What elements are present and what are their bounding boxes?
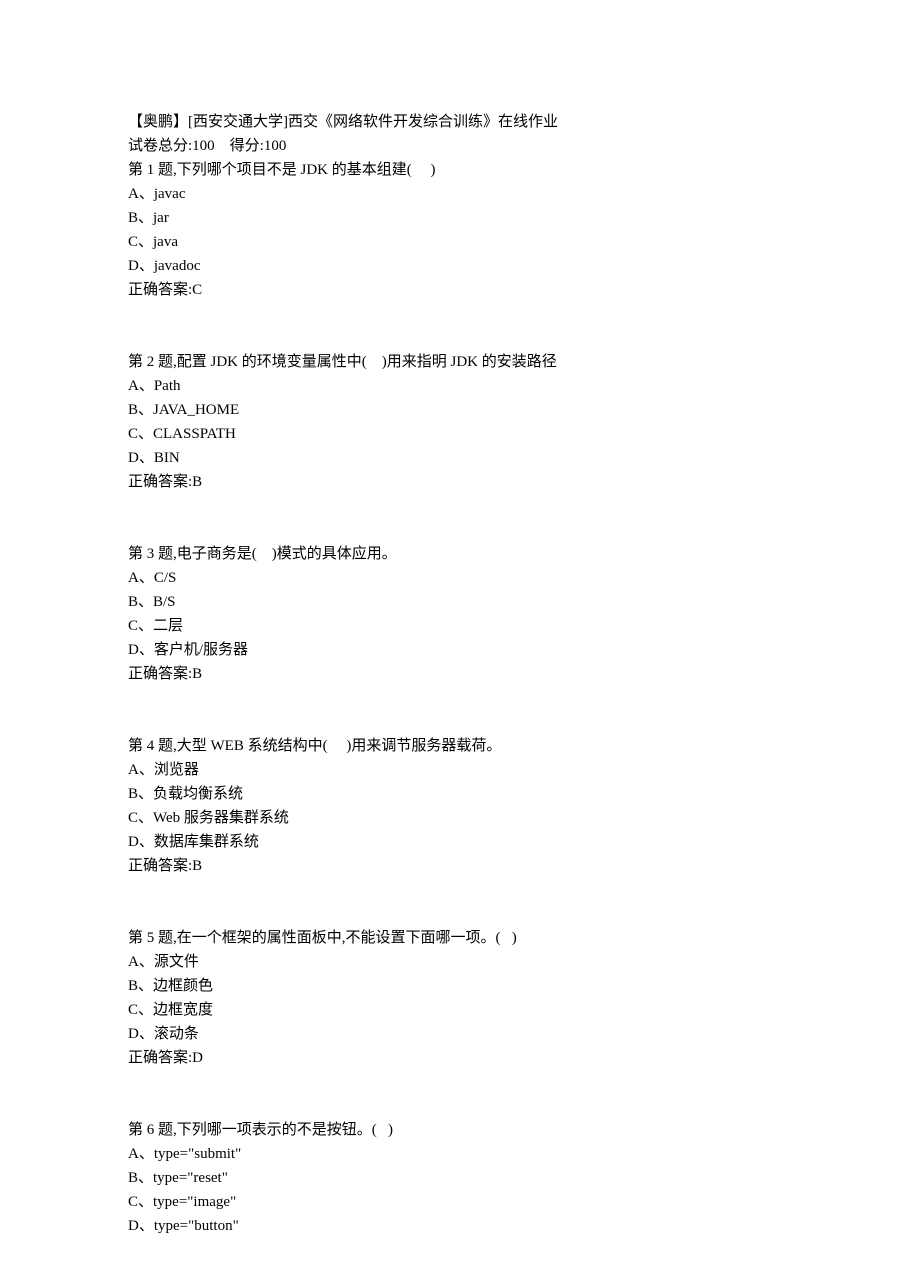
question-option: A、javac xyxy=(128,182,792,206)
question-option: B、负载均衡系统 xyxy=(128,782,792,806)
question-option: A、浏览器 xyxy=(128,758,792,782)
question-option: C、type="image" xyxy=(128,1190,792,1214)
question-stem: 第 5 题,在一个框架的属性面板中,不能设置下面哪一项。( ) xyxy=(128,926,792,950)
question-option: A、C/S xyxy=(128,566,792,590)
question-answer: 正确答案:B xyxy=(128,470,792,494)
question-answer: 正确答案:B xyxy=(128,662,792,686)
question-option: A、type="submit" xyxy=(128,1142,792,1166)
question-option: C、二层 xyxy=(128,614,792,638)
score-line: 试卷总分:100 得分:100 xyxy=(128,134,792,158)
question-option: B、JAVA_HOME xyxy=(128,398,792,422)
question-option: B、B/S xyxy=(128,590,792,614)
question-option: C、CLASSPATH xyxy=(128,422,792,446)
question-answer: 正确答案:C xyxy=(128,278,792,302)
question-1: 第 1 题,下列哪个项目不是 JDK 的基本组建( ) A、javac B、ja… xyxy=(128,158,792,302)
question-option: A、Path xyxy=(128,374,792,398)
question-stem: 第 6 题,下列哪一项表示的不是按钮。( ) xyxy=(128,1118,792,1142)
question-option: D、type="button" xyxy=(128,1214,792,1238)
question-stem: 第 4 题,大型 WEB 系统结构中( )用来调节服务器载荷。 xyxy=(128,734,792,758)
question-option: B、边框颜色 xyxy=(128,974,792,998)
question-6: 第 6 题,下列哪一项表示的不是按钮。( ) A、type="submit" B… xyxy=(128,1118,792,1238)
question-option: D、数据库集群系统 xyxy=(128,830,792,854)
question-stem: 第 3 题,电子商务是( )模式的具体应用。 xyxy=(128,542,792,566)
question-option: D、BIN xyxy=(128,446,792,470)
question-option: C、边框宽度 xyxy=(128,998,792,1022)
question-answer: 正确答案:D xyxy=(128,1046,792,1070)
question-stem: 第 1 题,下列哪个项目不是 JDK 的基本组建( ) xyxy=(128,158,792,182)
question-option: D、滚动条 xyxy=(128,1022,792,1046)
question-5: 第 5 题,在一个框架的属性面板中,不能设置下面哪一项。( ) A、源文件 B、… xyxy=(128,926,792,1070)
question-answer: 正确答案:B xyxy=(128,854,792,878)
question-option: B、type="reset" xyxy=(128,1166,792,1190)
question-option: C、java xyxy=(128,230,792,254)
question-3: 第 3 题,电子商务是( )模式的具体应用。 A、C/S B、B/S C、二层 … xyxy=(128,542,792,686)
question-stem: 第 2 题,配置 JDK 的环境变量属性中( )用来指明 JDK 的安装路径 xyxy=(128,350,792,374)
question-option: B、jar xyxy=(128,206,792,230)
question-option: D、客户机/服务器 xyxy=(128,638,792,662)
question-4: 第 4 题,大型 WEB 系统结构中( )用来调节服务器载荷。 A、浏览器 B、… xyxy=(128,734,792,878)
question-option: D、javadoc xyxy=(128,254,792,278)
question-2: 第 2 题,配置 JDK 的环境变量属性中( )用来指明 JDK 的安装路径 A… xyxy=(128,350,792,494)
document-body: 【奥鹏】[西安交通大学]西交《网络软件开发综合训练》在线作业 试卷总分:100 … xyxy=(128,110,792,1238)
question-option: A、源文件 xyxy=(128,950,792,974)
question-option: C、Web 服务器集群系统 xyxy=(128,806,792,830)
document-title: 【奥鹏】[西安交通大学]西交《网络软件开发综合训练》在线作业 xyxy=(128,110,792,134)
